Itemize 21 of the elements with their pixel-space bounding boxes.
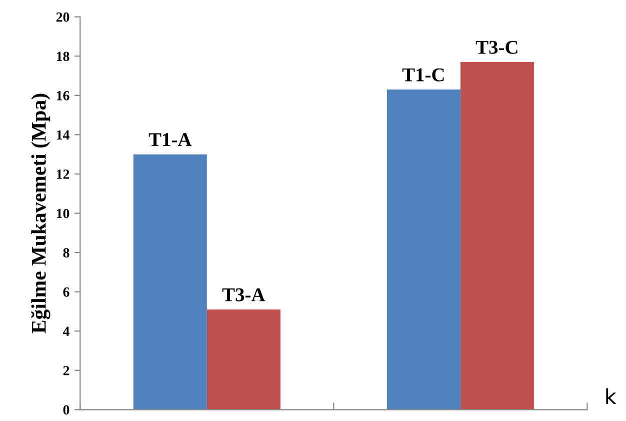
- y-tick-label: 10: [56, 208, 70, 218]
- y-tick-label: 6: [63, 287, 70, 297]
- bar: [386, 90, 460, 410]
- y-tick-label: 16: [56, 91, 70, 100]
- y-tick-label: 18: [56, 52, 70, 62]
- text: k: [606, 388, 616, 404]
- y-tick-label: 14: [56, 130, 70, 140]
- bar: [206, 309, 280, 410]
- bar: [133, 154, 207, 410]
- data-label: T3-A: [222, 288, 266, 302]
- y-tick-label: 2: [63, 366, 70, 376]
- y-tick-label: 4: [62, 326, 70, 336]
- data-label: T3-C: [476, 40, 518, 54]
- y-tick-label: 12: [56, 170, 70, 179]
- data-label: T1-A: [148, 133, 192, 146]
- y-tick-label: 0: [63, 405, 70, 415]
- y-tick-label: 20: [56, 12, 70, 22]
- bar: [460, 62, 534, 410]
- data-label: T1-C: [402, 68, 444, 82]
- y-tick-label: 8: [63, 248, 70, 258]
- y-axis-title: Eğilme Mukavemeti (Mpa): [30, 94, 50, 334]
